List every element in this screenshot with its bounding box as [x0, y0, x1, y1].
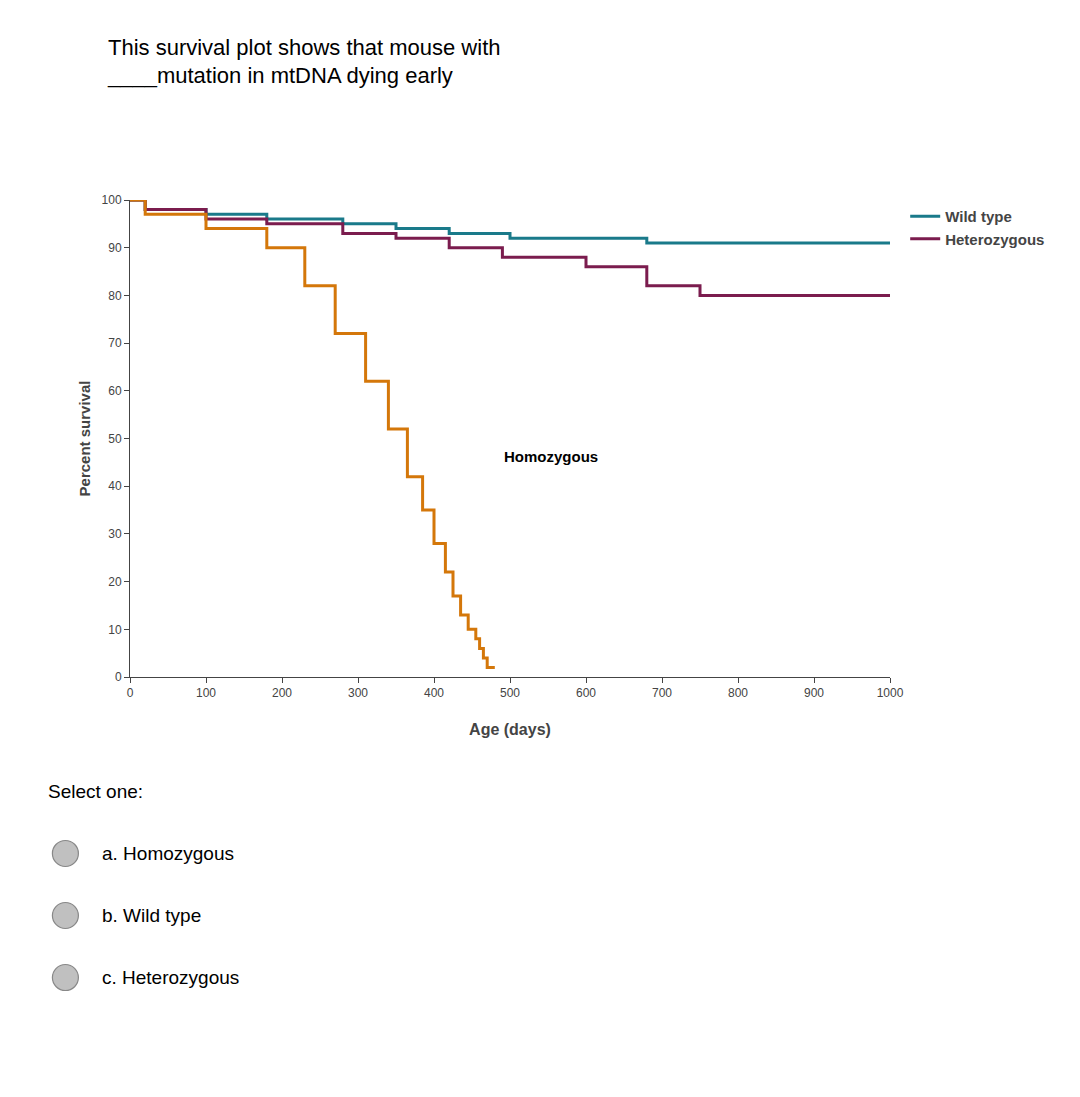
svg-text:10: 10	[108, 623, 122, 637]
svg-text:100: 100	[102, 193, 122, 207]
svg-text:60: 60	[108, 384, 122, 398]
svg-text:0: 0	[127, 686, 134, 700]
svg-text:b. Wild type: b. Wild type	[102, 905, 201, 926]
svg-text:500: 500	[500, 686, 520, 700]
svg-text:80: 80	[108, 289, 122, 303]
svg-text:400: 400	[424, 686, 444, 700]
svg-text:a. Homozygous: a. Homozygous	[102, 843, 234, 864]
svg-text:Wild type: Wild type	[945, 208, 1012, 225]
svg-text:Percent survival: Percent survival	[76, 381, 93, 497]
svg-text:700: 700	[652, 686, 672, 700]
svg-text:Age (days): Age (days)	[469, 721, 551, 738]
svg-text:300: 300	[348, 686, 368, 700]
svg-text:Select one:: Select one:	[48, 781, 143, 802]
svg-text:This survival plot shows that: This survival plot shows that mouse with…	[107, 35, 501, 89]
svg-text:600: 600	[576, 686, 596, 700]
svg-text:40: 40	[108, 479, 122, 493]
svg-text:100: 100	[196, 686, 216, 700]
svg-text:20: 20	[108, 575, 122, 589]
svg-text:900: 900	[804, 686, 824, 700]
svg-text:1000: 1000	[877, 686, 904, 700]
svg-text:200: 200	[272, 686, 292, 700]
svg-text:Heterozygous: Heterozygous	[945, 231, 1044, 248]
svg-text:30: 30	[108, 527, 122, 541]
svg-text:c. Heterozygous: c. Heterozygous	[102, 967, 239, 988]
svg-text:Homozygous: Homozygous	[504, 448, 598, 465]
svg-text:70: 70	[108, 336, 122, 350]
svg-text:90: 90	[108, 241, 122, 255]
svg-text:800: 800	[728, 686, 748, 700]
svg-text:50: 50	[108, 432, 122, 446]
svg-text:0: 0	[115, 670, 122, 684]
